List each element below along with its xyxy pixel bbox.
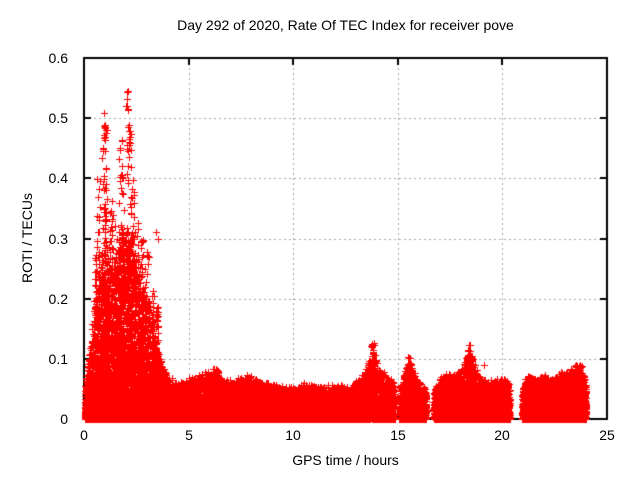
y-tick-label: 0.1 <box>48 351 68 367</box>
y-tick-label: 0.4 <box>48 170 68 186</box>
x-tick-label: 5 <box>185 427 193 443</box>
y-tick-label: 0.3 <box>48 231 68 247</box>
x-axis-label: GPS time / hours <box>292 452 399 468</box>
x-tick-label: 20 <box>494 427 510 443</box>
x-tick-label: 25 <box>599 427 615 443</box>
x-tick-label: 0 <box>80 427 88 443</box>
y-tick-label: 0.2 <box>48 291 68 307</box>
chart-title: Day 292 of 2020, Rate Of TEC Index for r… <box>177 17 514 33</box>
y-tick-label: 0.6 <box>48 50 68 66</box>
x-tick-label: 10 <box>285 427 301 443</box>
y-tick-label: 0.5 <box>48 110 68 126</box>
y-tick-label: 0 <box>60 411 68 427</box>
x-tick-label: 15 <box>390 427 406 443</box>
